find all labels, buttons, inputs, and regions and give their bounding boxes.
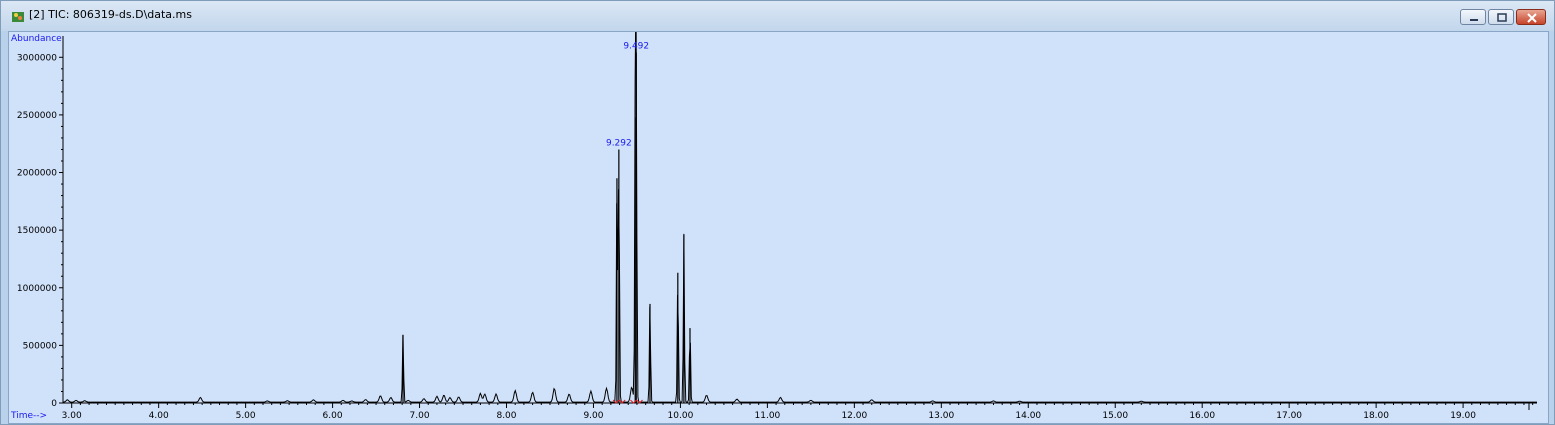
y-tick-label: 3000000 [17, 53, 57, 63]
window-title: [2] TIC: 806319-ds.D\data.ms [29, 8, 192, 21]
restore-button[interactable] [1488, 9, 1514, 25]
x-tick-label: 11.00 [755, 411, 781, 421]
y-axis-label: Abundance [11, 34, 62, 44]
app-icon [12, 12, 24, 22]
y-tick-label: 2500000 [17, 111, 57, 121]
chromatogram-chart: Abundance Time--> 0 500000 1000000 1500000 200… [10, 32, 1537, 421]
x-tick-label: 8.00 [496, 411, 516, 421]
x-tick-label: 4.00 [149, 411, 169, 421]
x-tick-label: 7.00 [410, 411, 430, 421]
close-button[interactable] [1516, 9, 1546, 25]
x-tick-label: 17.00 [1276, 411, 1302, 421]
close-icon [1527, 13, 1537, 23]
x-tick-label: 12.00 [841, 411, 867, 421]
y-tick-label: 0 [51, 399, 57, 409]
peak-annotation: 9.292 [606, 138, 632, 148]
x-tick-label: 19.00 [1450, 411, 1476, 421]
minimize-button[interactable] [1460, 9, 1486, 25]
peak-annotation: 9.492 [623, 42, 649, 52]
title-bar[interactable]: [2] TIC: 806319-ds.D\data.ms [1, 1, 1554, 31]
x-tick-label: 3.00 [62, 411, 82, 421]
x-tick-label: 14.00 [1015, 411, 1041, 421]
integration-marker [636, 399, 643, 404]
x-tick-label: 16.00 [1189, 411, 1215, 421]
integration-marker [630, 399, 637, 404]
y-tick-label: 1500000 [17, 226, 57, 236]
y-tick-label: 2000000 [17, 169, 57, 179]
minimize-icon [1470, 19, 1478, 21]
restore-icon [1497, 13, 1507, 22]
y-tick-label: 1000000 [17, 284, 57, 294]
x-tick-label: 9.00 [583, 411, 603, 421]
y-tick-label: 500000 [23, 341, 58, 351]
tic-trace [62, 32, 1537, 403]
integration-marker [618, 399, 626, 404]
x-axis-label: Time--> [10, 411, 47, 421]
x-tick-label: 10.00 [668, 411, 694, 421]
x-tick-label: 13.00 [928, 411, 954, 421]
x-tick-label: 18.00 [1363, 411, 1389, 421]
integration-marker [612, 399, 620, 404]
x-tick-label: 6.00 [323, 411, 343, 421]
x-tick-label: 5.00 [236, 411, 256, 421]
x-tick-label: 15.00 [1102, 411, 1128, 421]
chart-plot-area[interactable]: Abundance Time--> 0 500000 1000000 1500000 200… [8, 31, 1549, 424]
